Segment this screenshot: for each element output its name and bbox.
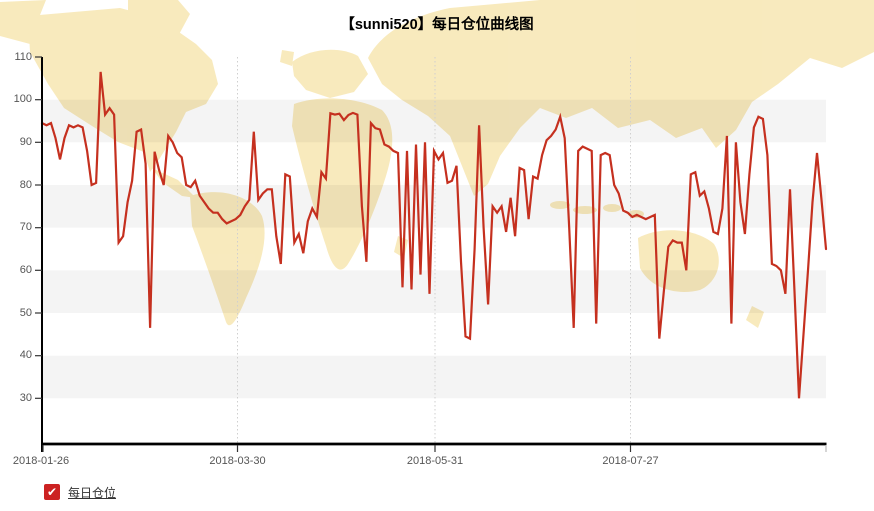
vertical-gridlines <box>237 57 631 443</box>
y-axis-label: 100 <box>13 93 32 106</box>
daily-position-series-line <box>40 71 828 399</box>
y-axis-label: 110 <box>14 50 32 63</box>
y-axis-label: 60 <box>19 263 32 276</box>
plot-bands <box>42 99 826 399</box>
axes <box>41 57 827 452</box>
y-axis-label: 40 <box>19 349 32 362</box>
x-axis-label: 2018-03-30 <box>209 455 266 467</box>
x-axis-label: 2018-01-26 <box>12 455 70 467</box>
y-axis-label: 30 <box>19 391 32 404</box>
y-axis-label: 90 <box>19 135 32 148</box>
y-axis-label: 70 <box>19 221 32 234</box>
x-axis-label: 2018-07-27 <box>602 455 659 467</box>
x-axis-ticks <box>42 445 827 452</box>
chart-title: 【sunni520】每日仓位曲线图 <box>340 17 534 33</box>
y-axis-label: 80 <box>19 178 32 191</box>
x-axis-label: 2018-05-31 <box>406 455 464 467</box>
legend-label[interactable]: 每日仓位 <box>68 485 117 500</box>
legend-item-daily-position[interactable]: ✔ 每日仓位 <box>44 483 116 501</box>
y-axis-ticks <box>35 56 42 399</box>
legend-checkbox[interactable]: ✔ <box>44 484 60 500</box>
checkmark-icon: ✔ <box>46 485 58 499</box>
y-axis-label: 50 <box>19 306 32 319</box>
